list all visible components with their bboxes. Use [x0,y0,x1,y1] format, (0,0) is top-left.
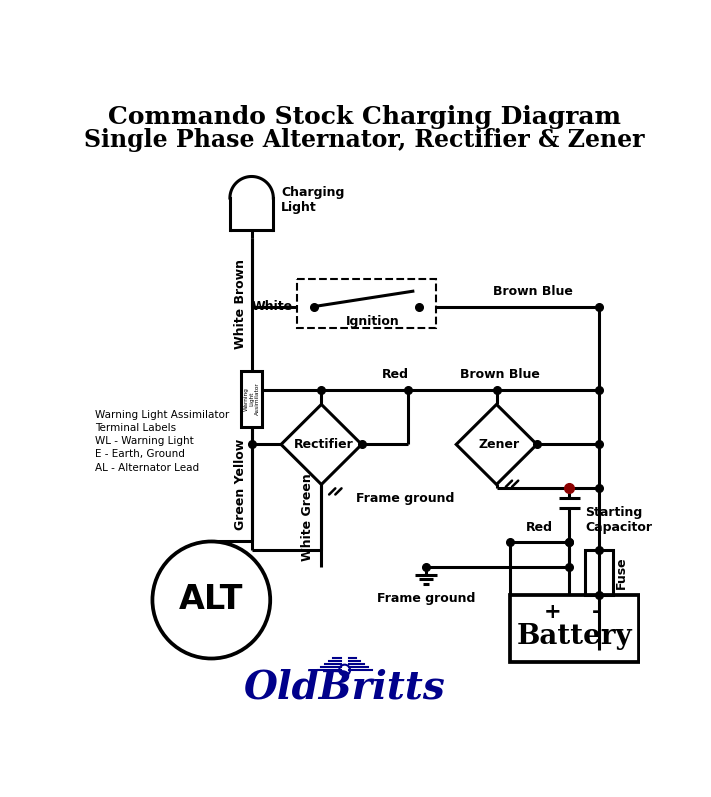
Text: Fuse: Fuse [615,556,628,588]
Text: WL - Warning Light: WL - Warning Light [95,437,194,446]
Text: Red: Red [382,368,409,381]
Text: E - Earth, Ground: E - Earth, Ground [95,450,185,459]
Text: Battery: Battery [517,622,632,650]
Text: White Brown: White Brown [235,258,247,348]
Text: Red: Red [526,520,553,534]
Text: White Green: White Green [301,473,314,561]
Bar [585,550,613,595]
Text: Brown Blue: Brown Blue [493,285,573,298]
Text: Terminal Labels: Terminal Labels [95,423,176,434]
Text: AL - Alternator Lead: AL - Alternator Lead [95,462,199,473]
Text: +: + [544,602,561,622]
Text: -: - [592,602,601,622]
Text: Warning
Light
Assimilator: Warning Light Assimilator [243,383,260,415]
Text: Warning Light Assimilator: Warning Light Assimilator [95,410,230,420]
Text: Frame ground: Frame ground [377,591,475,604]
Text: Green Yellow: Green Yellow [235,438,247,530]
Text: White: White [252,300,293,313]
Text: Ignition: Ignition [346,315,400,328]
Text: ALT: ALT [179,583,243,617]
Text: Frame ground: Frame ground [356,492,454,505]
Bar [296,279,436,328]
Text: Charging
Light: Charging Light [281,186,344,214]
Text: Brown Blue: Brown Blue [460,368,540,381]
Text: OldBritts: OldBritts [244,668,446,706]
Text: Single Phase Alternator, Rectifier & Zener: Single Phase Alternator, Rectifier & Zen… [84,128,644,151]
Bar [241,371,262,426]
Bar [510,595,639,662]
Text: Commando Stock Charging Diagram: Commando Stock Charging Diagram [107,105,621,129]
Text: Rectifier: Rectifier [294,438,353,451]
Text: Starting
Capacitor: Starting Capacitor [585,505,652,533]
Text: Zener: Zener [479,438,520,451]
